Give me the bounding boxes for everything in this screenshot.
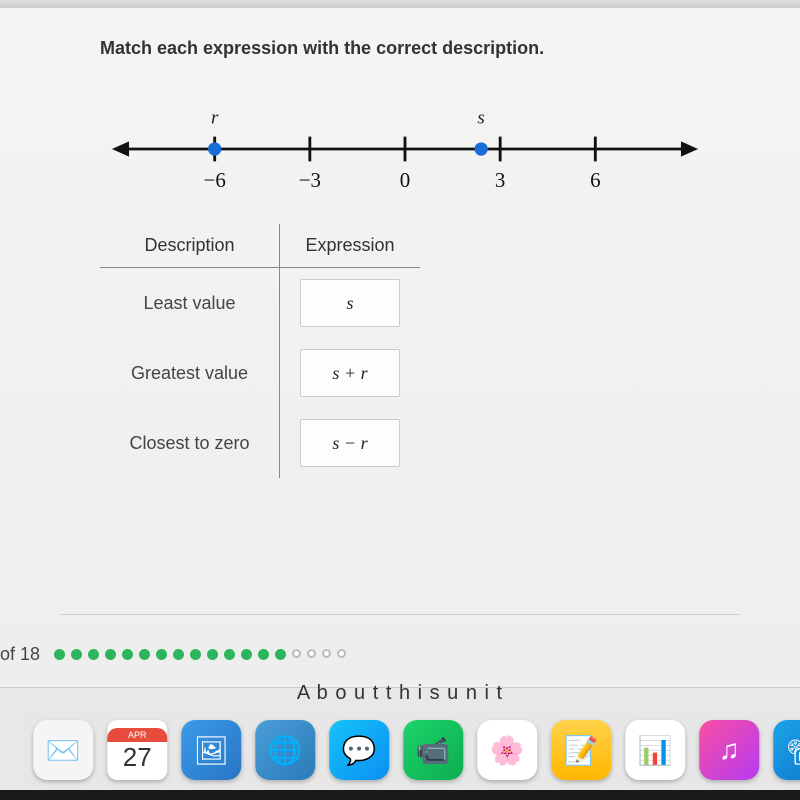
keynote-icon[interactable]: 📽 [773,720,800,780]
globe-icon[interactable]: 🌐 [255,720,315,780]
header-description: Description [100,224,280,267]
expr-cell: s + r [280,338,420,408]
preview-icon[interactable]: 🖼 [181,720,241,780]
calendar-icon[interactable]: APR27 [107,720,167,780]
progress-dot-done[interactable] [207,649,218,660]
expression-box[interactable]: s + r [300,349,400,397]
page-content: Match each expression with the correct d… [0,8,800,688]
desc-cell: Greatest value [100,338,280,408]
progress-dot-open[interactable] [307,649,316,658]
table-row: Least value s [100,268,420,338]
calendar-day: 27 [123,742,152,773]
photos-icon[interactable]: 🌸 [477,720,537,780]
progress-dot-done[interactable] [156,649,167,660]
progress-dot-open[interactable] [292,649,301,658]
match-table: Description Expression Least value s Gre… [100,224,420,478]
expression-box[interactable]: s [300,279,400,327]
progress-dot-done[interactable] [224,649,235,660]
progress-dot-open[interactable] [337,649,346,658]
desc-cell: Least value [100,268,280,338]
svg-text:−6: −6 [204,168,226,192]
progress-dot-done[interactable] [173,649,184,660]
progress-text: of 18 [0,644,40,665]
number-line-svg: −6 −3 0 3 6 r s [110,94,700,204]
macos-dock[interactable]: ✉️APR27🖼🌐💬📹🌸📝📊♫📽 [17,708,800,788]
progress-dot-done[interactable] [105,649,116,660]
divider [60,614,740,615]
progress-dot-done[interactable] [139,649,150,660]
svg-text:r: r [211,107,219,128]
progress-dot-done[interactable] [71,649,82,660]
numbers-icon[interactable]: 📊 [625,720,685,780]
bezel-bottom [0,790,800,800]
progress-dot-done[interactable] [88,649,99,660]
progress-dot-done[interactable] [275,649,286,660]
progress-dot-open[interactable] [322,649,331,658]
progress-bar: of 18 [0,644,780,665]
progress-dots [54,649,346,660]
expression-box[interactable]: s − r [300,419,400,467]
svg-text:3: 3 [495,168,505,192]
progress-dot-done[interactable] [258,649,269,660]
svg-text:s: s [477,107,484,128]
mail-icon[interactable]: ✉️ [33,720,93,780]
notes-icon[interactable]: 📝 [551,720,611,780]
header-expression: Expression [280,224,420,267]
number-line: −6 −3 0 3 6 r s [110,94,700,204]
desc-cell: Closest to zero [100,408,280,478]
expr-cell: s [280,268,420,338]
unit-heading: A b o u t t h i s u n i t [297,682,503,705]
svg-text:0: 0 [400,168,410,192]
svg-text:6: 6 [590,168,600,192]
table-header-row: Description Expression [100,224,420,268]
itunes-icon[interactable]: ♫ [699,720,759,780]
progress-dot-done[interactable] [241,649,252,660]
question-prompt: Match each expression with the correct d… [100,38,740,59]
expr-cell: s − r [280,408,420,478]
window-chrome-top [0,0,800,8]
table-row: Greatest value s + r [100,338,420,408]
progress-dot-done[interactable] [122,649,133,660]
calendar-month: APR [107,728,167,742]
facetime-icon[interactable]: 📹 [403,720,463,780]
progress-dot-done[interactable] [54,649,65,660]
progress-dot-done[interactable] [190,649,201,660]
table-row: Closest to zero s − r [100,408,420,478]
svg-text:−3: −3 [299,168,321,192]
messages-icon[interactable]: 💬 [329,720,389,780]
